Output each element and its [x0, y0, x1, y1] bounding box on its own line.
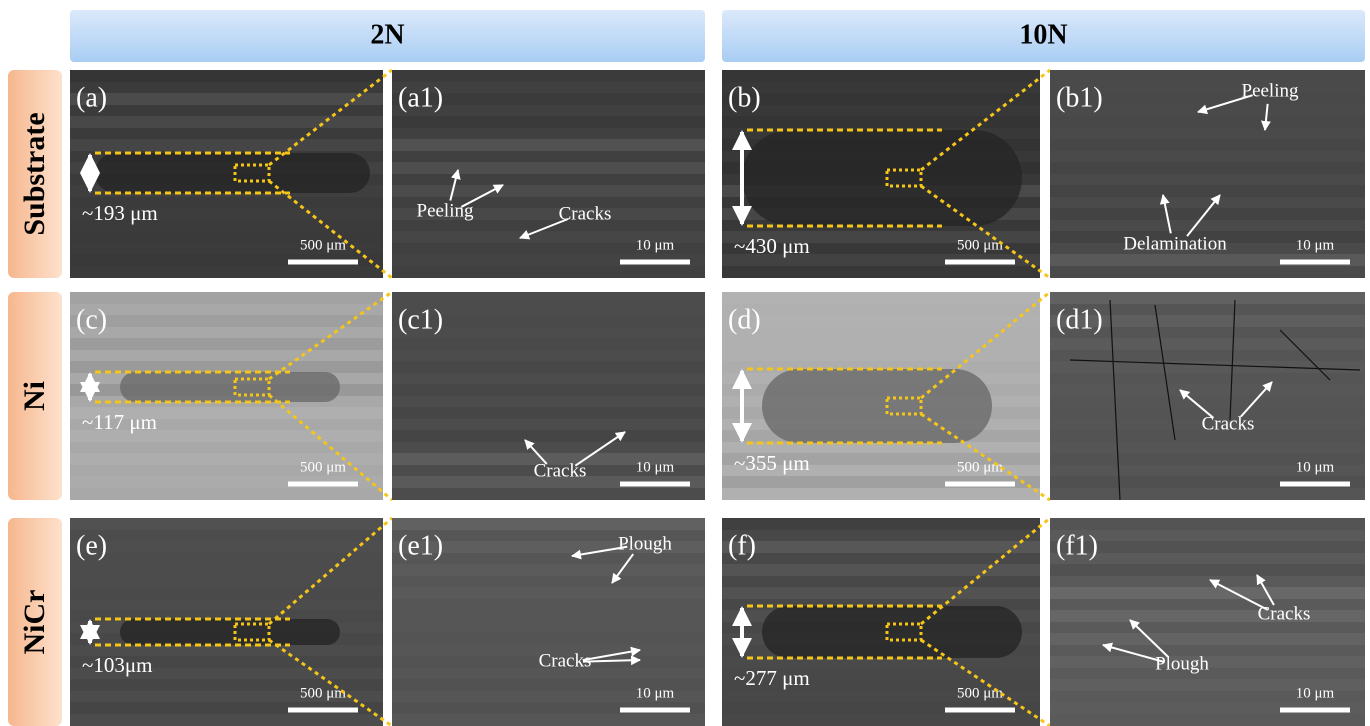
texture — [392, 116, 705, 128]
annotation: Cracks — [559, 203, 612, 224]
scale-label: 10 μm — [1296, 685, 1335, 701]
row-label: NiCr — [18, 590, 51, 655]
annotation: Cracks — [1202, 413, 1255, 434]
texture — [70, 315, 383, 327]
panel-label: (c1) — [398, 304, 443, 335]
texture — [1050, 185, 1365, 197]
texture — [392, 361, 705, 373]
texture — [392, 633, 705, 645]
column-title: 2N — [370, 19, 404, 50]
texture — [70, 587, 383, 599]
track-width: ~277 μm — [734, 666, 810, 690]
texture — [1050, 292, 1365, 304]
texture — [722, 116, 1040, 128]
track-width: ~117 μm — [82, 410, 157, 434]
wear-track — [762, 606, 1022, 658]
texture — [1050, 518, 1365, 530]
texture — [70, 70, 383, 82]
annotation: Plough — [618, 533, 672, 554]
texture — [392, 564, 705, 576]
texture — [392, 518, 705, 530]
track-width: ~355 μm — [734, 451, 810, 475]
scale-label: 500 μm — [957, 237, 1003, 253]
annotation: Peeling — [417, 200, 474, 221]
texture — [1050, 162, 1365, 174]
texture — [392, 162, 705, 174]
texture — [392, 139, 705, 151]
texture — [1050, 116, 1365, 128]
row-label: Ni — [18, 381, 51, 411]
texture — [722, 564, 1040, 576]
texture — [70, 338, 383, 350]
texture — [70, 518, 383, 530]
annotation: Plough — [1155, 653, 1209, 674]
panel-label: (a1) — [398, 82, 443, 113]
texture — [392, 610, 705, 622]
scale-label: 500 μm — [957, 459, 1003, 475]
texture — [392, 70, 705, 82]
texture — [70, 93, 383, 105]
scale-label: 500 μm — [957, 685, 1003, 701]
scale-label: 10 μm — [636, 237, 675, 253]
scale-label: 10 μm — [636, 459, 675, 475]
panel-label: (c) — [76, 304, 107, 335]
panel-label: (d) — [728, 304, 761, 335]
texture — [1050, 70, 1365, 82]
texture — [722, 518, 1040, 530]
annotation: Peeling — [1242, 80, 1299, 101]
texture — [392, 338, 705, 350]
panel-label: (d1) — [1056, 304, 1103, 335]
row-label: Substrate — [18, 112, 51, 235]
texture — [70, 116, 383, 128]
texture — [722, 587, 1040, 599]
scale-label: 500 μm — [300, 237, 346, 253]
texture — [1050, 564, 1365, 576]
panel-label: (b1) — [1056, 82, 1103, 113]
texture — [1050, 139, 1365, 151]
texture — [722, 541, 1040, 553]
wear-track — [762, 369, 992, 443]
texture — [392, 185, 705, 197]
panel-label: (f) — [728, 530, 756, 561]
texture — [1050, 384, 1365, 396]
column-title: 10N — [1019, 19, 1067, 50]
panel-label: (a) — [76, 82, 107, 113]
scale-label: 10 μm — [1296, 237, 1335, 253]
scale-label: 10 μm — [636, 685, 675, 701]
wear-track — [120, 619, 340, 645]
texture — [1050, 587, 1365, 599]
texture — [1050, 338, 1365, 350]
track-width: ~103μm — [82, 653, 152, 677]
scale-label: 10 μm — [1296, 459, 1335, 475]
texture — [392, 384, 705, 396]
panel-label: (e1) — [398, 530, 443, 561]
texture — [392, 587, 705, 599]
texture — [1050, 610, 1365, 622]
texture — [392, 407, 705, 419]
panel-label: (e) — [76, 530, 107, 561]
texture — [722, 93, 1040, 105]
scale-label: 500 μm — [300, 459, 346, 475]
texture — [722, 70, 1040, 82]
track-width: ~430 μm — [734, 234, 810, 258]
wear-track — [95, 153, 370, 193]
texture — [70, 292, 383, 304]
texture — [392, 430, 705, 442]
scale-label: 500 μm — [300, 685, 346, 701]
panel-label: (b) — [728, 82, 761, 113]
annotation: Delamination — [1123, 233, 1227, 254]
texture — [722, 292, 1040, 304]
annotation: Cracks — [1258, 603, 1311, 624]
texture — [722, 315, 1040, 327]
texture — [70, 139, 383, 151]
texture — [1050, 633, 1365, 645]
texture — [70, 541, 383, 553]
figure: 2N 10N Substrate (a) 500 μm ~193 μm (a1) 10 μm P… — [0, 0, 1370, 726]
track-width: ~193 μm — [82, 201, 158, 225]
wear-track — [120, 372, 340, 402]
texture — [722, 338, 1040, 350]
panel-label: (f1) — [1056, 530, 1098, 561]
wear-track — [742, 130, 1022, 226]
